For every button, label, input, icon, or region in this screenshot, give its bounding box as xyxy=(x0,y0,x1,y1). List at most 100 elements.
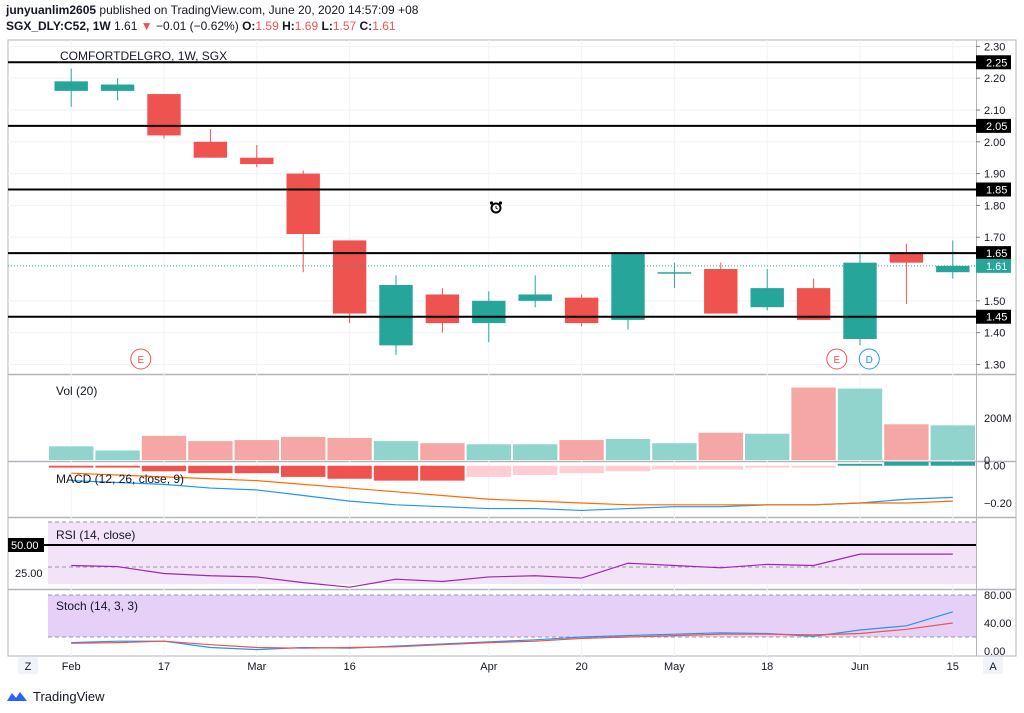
x-tick-label: 20 xyxy=(575,661,587,673)
candle-body xyxy=(564,297,599,324)
macd-histogram-bar xyxy=(652,465,697,470)
indicator-lines xyxy=(71,472,953,651)
stoch-k-line xyxy=(71,611,953,651)
volume-bar xyxy=(605,439,651,460)
macd-histogram-bar xyxy=(141,465,187,472)
price-tick-label: 1.30 xyxy=(984,359,1005,371)
candle-body xyxy=(843,262,877,340)
price-line-label: 1.45 xyxy=(986,312,1007,324)
high-label: H: xyxy=(282,19,295,33)
volume-bar xyxy=(698,432,743,460)
x-tick-label: 17 xyxy=(158,661,170,673)
price-line-label-bg xyxy=(976,182,1011,197)
macd-histogram-bar xyxy=(837,463,883,466)
candle-body xyxy=(193,141,228,158)
candle-body xyxy=(472,300,506,324)
macd-histogram-bar xyxy=(281,465,326,477)
close-label: C: xyxy=(359,19,373,33)
candle-body xyxy=(286,173,320,235)
candle-body xyxy=(332,240,367,314)
rsi-band xyxy=(48,522,976,584)
chart-title: COMFORTDELGRO, 1W, SGX xyxy=(60,49,227,63)
price-tick-label: 1.70 xyxy=(984,232,1005,244)
rsi-line xyxy=(71,553,953,588)
down-arrow-icon: ▼ xyxy=(140,19,153,33)
volume-bar xyxy=(930,425,975,460)
alarm-clock-icon[interactable] xyxy=(489,201,503,214)
event-marker-label: D xyxy=(866,355,873,366)
x-tick-label: Mar xyxy=(247,661,266,673)
volume-bar xyxy=(559,440,604,460)
price-line-label: 2.25 xyxy=(986,57,1007,69)
price-tick-label: 2.00 xyxy=(984,137,1005,149)
stoch-tick-label: 40.00 xyxy=(984,618,1012,630)
event-marker-label: E xyxy=(137,355,144,366)
volume-bar xyxy=(837,388,883,460)
signal-line xyxy=(71,472,953,506)
macd-histogram-bar xyxy=(513,465,558,476)
price-tick-label: 2.30 xyxy=(984,41,1005,53)
macd-histogram-bar xyxy=(373,465,419,481)
publish-info: junyuanlim2605 published on TradingView.… xyxy=(6,3,418,17)
candle-body xyxy=(100,84,135,91)
last-price-label: 1.61 xyxy=(986,261,1007,273)
candle-body xyxy=(796,288,831,320)
macd-histogram-bar xyxy=(95,465,140,468)
macd-histogram-bar xyxy=(49,465,94,468)
price-line-label-bg xyxy=(976,246,1011,261)
price-tick-label: 1.40 xyxy=(984,328,1005,340)
stoch-label: Stoch (14, 3, 3) xyxy=(56,599,138,613)
volume-bar xyxy=(466,444,511,460)
volume-bar xyxy=(745,433,790,460)
volume-bar xyxy=(652,443,697,460)
event-marker xyxy=(858,348,880,370)
volume-bar xyxy=(373,441,419,460)
volume-bar xyxy=(420,443,465,460)
candles xyxy=(54,68,970,355)
macd-histogram-bar xyxy=(791,465,836,468)
x-tick-label: 18 xyxy=(761,661,773,673)
candle-body xyxy=(518,294,552,301)
auto-scale-label: A xyxy=(989,661,997,673)
x-tick-label: 16 xyxy=(343,661,355,673)
last-price-label-bg xyxy=(976,258,1011,273)
stoch-band xyxy=(48,595,976,637)
macd-histogram-bar xyxy=(698,465,743,470)
rsi-tick-label: 25.00 xyxy=(15,568,43,580)
volume-bar xyxy=(791,387,836,460)
event-marker xyxy=(826,348,848,370)
macd-histogram-bar xyxy=(745,465,790,468)
axis-zoom-label: Z xyxy=(25,661,32,673)
candle-body xyxy=(611,253,645,320)
high-value: 1.69 xyxy=(294,19,319,33)
auto-scale-button[interactable] xyxy=(983,657,1003,674)
volume-bar xyxy=(95,450,140,460)
stoch-tick-label: 80.00 xyxy=(984,590,1012,602)
price-tick-label: 1.50 xyxy=(984,296,1005,308)
x-tick-label: May xyxy=(664,661,685,673)
volume-bar xyxy=(327,437,372,460)
tradingview-branding[interactable]: TradingView xyxy=(6,689,105,704)
event-marker xyxy=(130,348,152,370)
axis-zoom-button[interactable] xyxy=(18,657,38,674)
volume-bar xyxy=(234,440,279,460)
price-tick-label: 1.80 xyxy=(984,200,1005,212)
published-text: published on TradingView.com, June 20, 2… xyxy=(99,3,419,17)
price-change: −0.01 (−0.62%) xyxy=(155,19,239,33)
candle-body xyxy=(936,265,970,273)
rsi-label: RSI (14, close) xyxy=(56,528,135,542)
candle-body xyxy=(657,272,692,274)
x-tick-label: 15 xyxy=(947,661,959,673)
candle-body xyxy=(54,81,88,91)
author-name[interactable]: junyuanlim2605 xyxy=(6,3,97,17)
volume-pane xyxy=(49,387,975,460)
volume-tick-label: 200M xyxy=(984,413,1012,425)
horizontal-lines[interactable] xyxy=(8,61,976,318)
volume-bar xyxy=(49,446,94,460)
candle-body xyxy=(379,284,413,346)
price-line-label: 1.65 xyxy=(986,248,1007,260)
indicator-bands xyxy=(8,521,976,638)
candle-body xyxy=(704,269,738,314)
